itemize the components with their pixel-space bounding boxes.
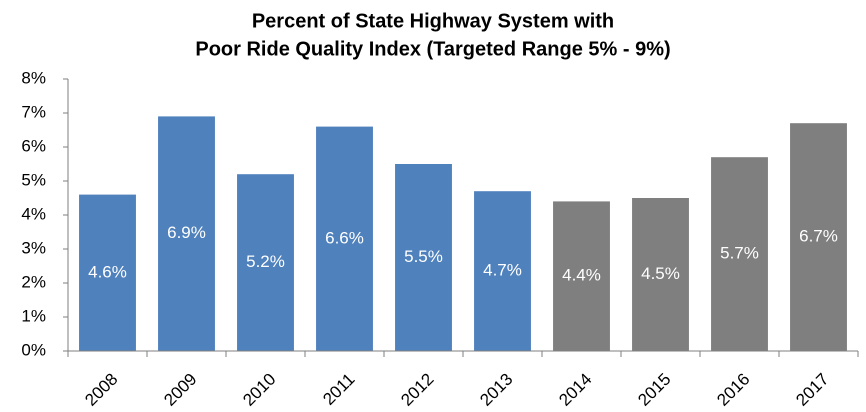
value-label: 4.7% — [483, 261, 522, 280]
value-label: 4.6% — [88, 262, 127, 281]
value-label: 5.5% — [404, 247, 443, 266]
x-tick-label: 2009 — [160, 370, 200, 410]
y-tick-label: 8% — [21, 68, 46, 87]
y-tick-label: 6% — [21, 136, 46, 155]
x-tick-label: 2014 — [555, 370, 595, 410]
bar — [553, 201, 610, 351]
y-tick-label: 5% — [21, 170, 46, 189]
bar — [395, 164, 452, 351]
y-tick-label: 3% — [21, 238, 46, 257]
y-tick-label: 2% — [21, 272, 46, 291]
value-label: 4.4% — [562, 266, 601, 285]
y-tick-label: 1% — [21, 306, 46, 325]
x-tick-label: 2013 — [476, 370, 516, 410]
chart-title: Percent of State Highway System with — [252, 10, 614, 32]
x-tick-label: 2008 — [81, 370, 121, 410]
bar — [158, 116, 215, 352]
x-tick-label: 2010 — [239, 370, 279, 410]
bar — [711, 157, 768, 351]
bar — [632, 198, 689, 351]
value-label: 6.9% — [167, 223, 206, 242]
y-tick-label: 4% — [21, 204, 46, 223]
value-label: 4.5% — [641, 264, 680, 283]
x-tick-label: 2015 — [634, 370, 674, 410]
y-tick-label: 0% — [21, 340, 46, 359]
bar — [790, 123, 847, 351]
value-label: 6.6% — [325, 228, 364, 247]
chart-title: Poor Ride Quality Index (Targeted Range … — [195, 38, 670, 60]
value-label: 6.7% — [799, 227, 838, 246]
bar — [79, 194, 136, 351]
x-tick-label: 2012 — [397, 370, 437, 410]
value-label: 5.7% — [720, 244, 759, 263]
x-tick-label: 2017 — [792, 370, 832, 410]
value-label: 5.2% — [246, 252, 285, 271]
bar — [474, 191, 531, 351]
bar — [316, 126, 373, 351]
bar — [237, 174, 294, 351]
y-tick-label: 7% — [21, 102, 46, 121]
x-tick-label: 2011 — [319, 370, 358, 409]
x-tick-label: 2016 — [713, 370, 753, 410]
